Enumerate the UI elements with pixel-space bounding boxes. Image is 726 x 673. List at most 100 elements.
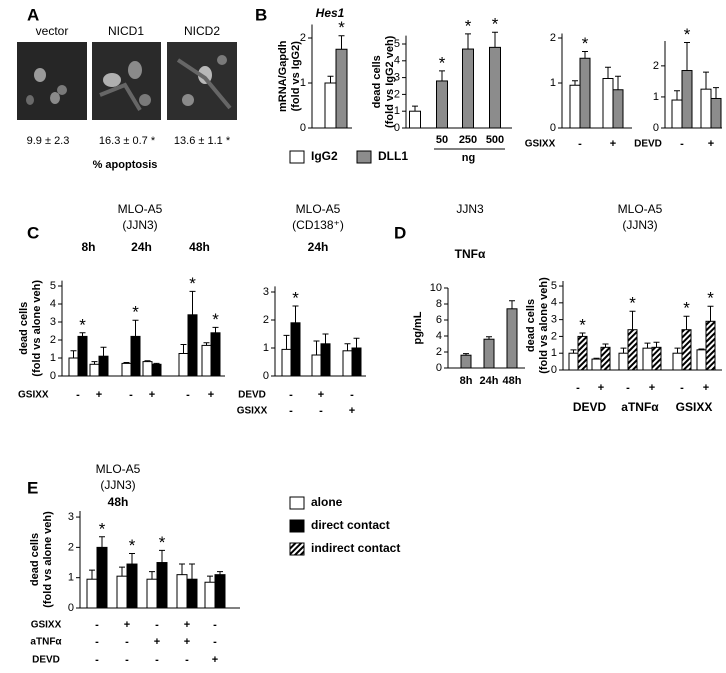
y-tick-label: 3 xyxy=(68,511,74,523)
image-label: NICD2 xyxy=(184,24,220,38)
error-bar xyxy=(684,42,690,71)
panel-label: C xyxy=(27,223,39,242)
row-label: GSIXX xyxy=(237,406,268,417)
significance-star: * xyxy=(189,274,196,293)
y-axis-label: (fold vs alone veh) xyxy=(31,280,43,377)
legend-swatch xyxy=(289,150,305,164)
y-axis-label: (fold vs alone veh) xyxy=(42,511,54,608)
error-bar xyxy=(217,571,223,575)
y-tick-label: 2 xyxy=(50,334,56,346)
treatment-label: + xyxy=(184,636,190,648)
bar xyxy=(98,355,109,377)
y-tick-label: 10 xyxy=(430,282,442,294)
bar xyxy=(121,362,132,377)
error-bar xyxy=(683,315,690,330)
y-tick-label: 2 xyxy=(263,314,269,326)
bar xyxy=(705,320,716,371)
bar xyxy=(700,88,712,129)
y-tick-label: 0 xyxy=(300,122,306,134)
bar xyxy=(210,332,221,377)
bar xyxy=(612,89,624,129)
error-bar xyxy=(79,332,86,337)
chart-subtitle: TNFα xyxy=(455,247,486,261)
significance-star: * xyxy=(292,288,299,307)
y-tick-label: 0 xyxy=(550,122,556,134)
y-tick-label: 5 xyxy=(394,38,400,50)
result: 13.6 ± 1.1 * xyxy=(174,135,231,147)
significance-star: * xyxy=(582,34,589,53)
bar xyxy=(311,354,322,377)
error-bar xyxy=(602,343,609,348)
treatment-label: - xyxy=(186,389,190,401)
treatment-label: - xyxy=(125,654,129,666)
error-bar xyxy=(292,305,299,323)
treatment-label: - xyxy=(680,382,684,394)
y-axis-label: (fold vs alone veh) xyxy=(538,277,550,374)
chart-title: (JJN3) xyxy=(622,218,657,232)
y-tick-label: 4 xyxy=(394,55,400,67)
row-label: GSIXX xyxy=(31,620,62,631)
significance-star: * xyxy=(684,25,691,44)
error-bar xyxy=(70,350,77,358)
legend-swatch xyxy=(356,150,372,164)
legend-swatch xyxy=(289,542,305,556)
error-bar xyxy=(100,346,107,357)
treatment-label: + xyxy=(703,382,709,394)
treatment-label: - xyxy=(289,405,293,417)
chart-title: (JJN3) xyxy=(122,218,157,232)
error-bar xyxy=(132,319,139,337)
y-tick-label: 2 xyxy=(68,541,74,553)
significance-star: * xyxy=(79,315,86,334)
treatment-label: - xyxy=(125,636,129,648)
error-bar xyxy=(338,35,345,50)
error-bar xyxy=(119,566,125,577)
bar xyxy=(577,335,588,371)
y-tick-label: 0 xyxy=(394,122,400,134)
micrograph xyxy=(17,42,87,120)
y-axis-label: pg/mL xyxy=(412,311,424,344)
y-tick-label: 2 xyxy=(551,330,557,342)
x-tick-label: 250 xyxy=(459,134,477,146)
chart-title: (CD138⁺) xyxy=(292,218,344,232)
micrograph xyxy=(167,42,237,120)
y-axis-label: dead cells xyxy=(18,302,30,355)
y-tick-label: 5 xyxy=(50,280,56,292)
error-bar xyxy=(713,87,719,99)
significance-star: * xyxy=(465,16,472,35)
bar xyxy=(642,347,653,371)
bar xyxy=(130,335,141,377)
y-axis-label: (fold vs IgG2) xyxy=(290,41,302,112)
significance-star: * xyxy=(707,289,714,308)
x-tick-label: 24h xyxy=(480,375,499,387)
error-bar xyxy=(579,332,586,337)
bar xyxy=(483,338,495,369)
error-bar xyxy=(644,342,651,349)
bar xyxy=(602,78,614,129)
bar xyxy=(187,314,198,377)
y-tick-label: 0 xyxy=(263,370,269,382)
bar xyxy=(506,308,518,369)
bar xyxy=(290,322,301,377)
legend-label: indirect contact xyxy=(311,541,400,555)
error-bar xyxy=(144,360,151,362)
panel-label: E xyxy=(27,478,38,497)
treatment-label: - xyxy=(213,636,217,648)
treatment-label: + xyxy=(154,636,160,648)
y-tick-label: 3 xyxy=(50,316,56,328)
chart-title: Hes1 xyxy=(316,6,345,20)
treatment-label: - xyxy=(95,636,99,648)
treatment-label: - xyxy=(626,382,630,394)
treatment-label: - xyxy=(578,138,582,150)
group-label: 8h xyxy=(81,240,95,254)
treatment-label: - xyxy=(319,405,323,417)
bar xyxy=(214,574,226,609)
significance-star: * xyxy=(338,18,345,37)
error-bar xyxy=(89,569,95,580)
panel-label: A xyxy=(27,5,39,24)
y-tick-label: 8 xyxy=(436,298,442,310)
significance-star: * xyxy=(212,310,219,329)
error-bar xyxy=(698,348,705,350)
error-bar xyxy=(570,349,577,354)
treatment-label: - xyxy=(76,389,80,401)
